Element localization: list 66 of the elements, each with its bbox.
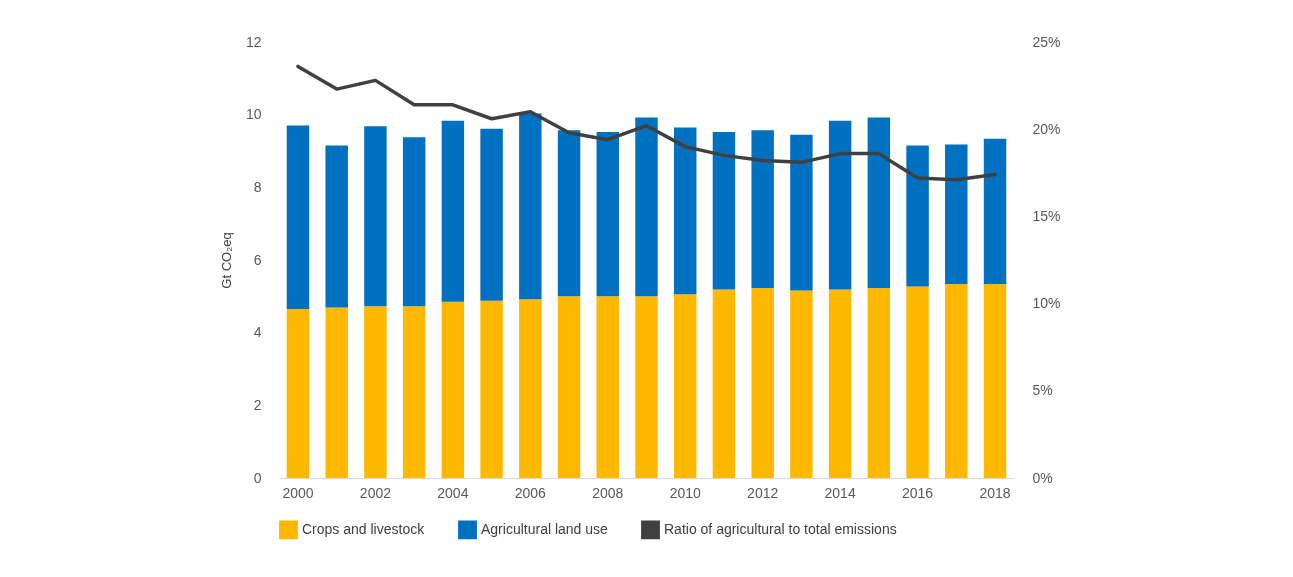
bar [828, 289, 852, 478]
bar [441, 120, 465, 302]
y2-tick-label: 10% [1032, 295, 1061, 312]
bar [519, 299, 542, 478]
x-tick-label: 2016 [902, 484, 934, 501]
bar [402, 306, 426, 478]
bar [364, 306, 387, 478]
y2-tick-label: 5% [1032, 382, 1053, 399]
x-tick-label: 2002 [359, 484, 392, 501]
bar [596, 132, 620, 297]
bar [906, 286, 929, 478]
bar [635, 117, 658, 297]
bar [480, 300, 503, 478]
y-tick-label: 8 [253, 178, 262, 195]
bar [751, 130, 774, 288]
legend-label: Agricultural land use [481, 520, 609, 537]
y2-tick-label: 25% [1032, 33, 1061, 50]
bar [945, 283, 968, 478]
bar [557, 296, 581, 478]
y-tick-label: 12 [245, 33, 262, 50]
bar [945, 144, 968, 284]
bar [673, 127, 697, 295]
bar [635, 296, 658, 478]
x-tick-label: 2014 [824, 484, 856, 501]
bar [751, 287, 774, 478]
bar [906, 145, 929, 287]
bar [557, 130, 581, 297]
bar [790, 290, 813, 478]
bar [286, 309, 310, 478]
y-tick-label: 0 [253, 469, 262, 486]
bar [983, 283, 1007, 478]
y2-tick-label: 0% [1032, 469, 1053, 486]
bar [712, 132, 736, 290]
legend-label: Ratio of agricultural to total emissions [664, 520, 897, 537]
bar [480, 128, 503, 301]
bar [983, 138, 1007, 284]
y-tick-label: 10 [245, 106, 262, 123]
bar [867, 287, 891, 478]
bar [790, 134, 813, 291]
bar [828, 120, 852, 290]
x-tick-label: 2004 [437, 484, 469, 501]
y-tick-label: 6 [253, 251, 262, 268]
bar [867, 117, 891, 288]
bar [596, 296, 620, 478]
line-series [296, 64, 997, 182]
bar [325, 145, 348, 308]
bar [364, 126, 387, 307]
y-tick-label: 4 [253, 324, 262, 341]
x-tick-label: 2010 [669, 484, 702, 501]
legend-label: Crops and livestock [302, 520, 426, 537]
bar [402, 137, 426, 307]
x-tick-label: 2018 [979, 484, 1011, 501]
y2-tick-label: 20% [1032, 120, 1061, 137]
bar [325, 307, 348, 478]
bar [673, 294, 697, 478]
y-tick-label: 2 [253, 396, 262, 413]
bar [286, 125, 310, 310]
x-tick-label: 2008 [592, 484, 624, 501]
y2-tick-label: 15% [1032, 207, 1061, 224]
bar [519, 113, 542, 300]
bar [712, 289, 736, 478]
bar [441, 301, 465, 478]
y-axis-title: Gt CO₂eq [218, 232, 234, 289]
x-tick-label: 2000 [282, 484, 314, 501]
x-tick-label: 2012 [747, 484, 779, 501]
x-tick-label: 2006 [514, 484, 547, 501]
